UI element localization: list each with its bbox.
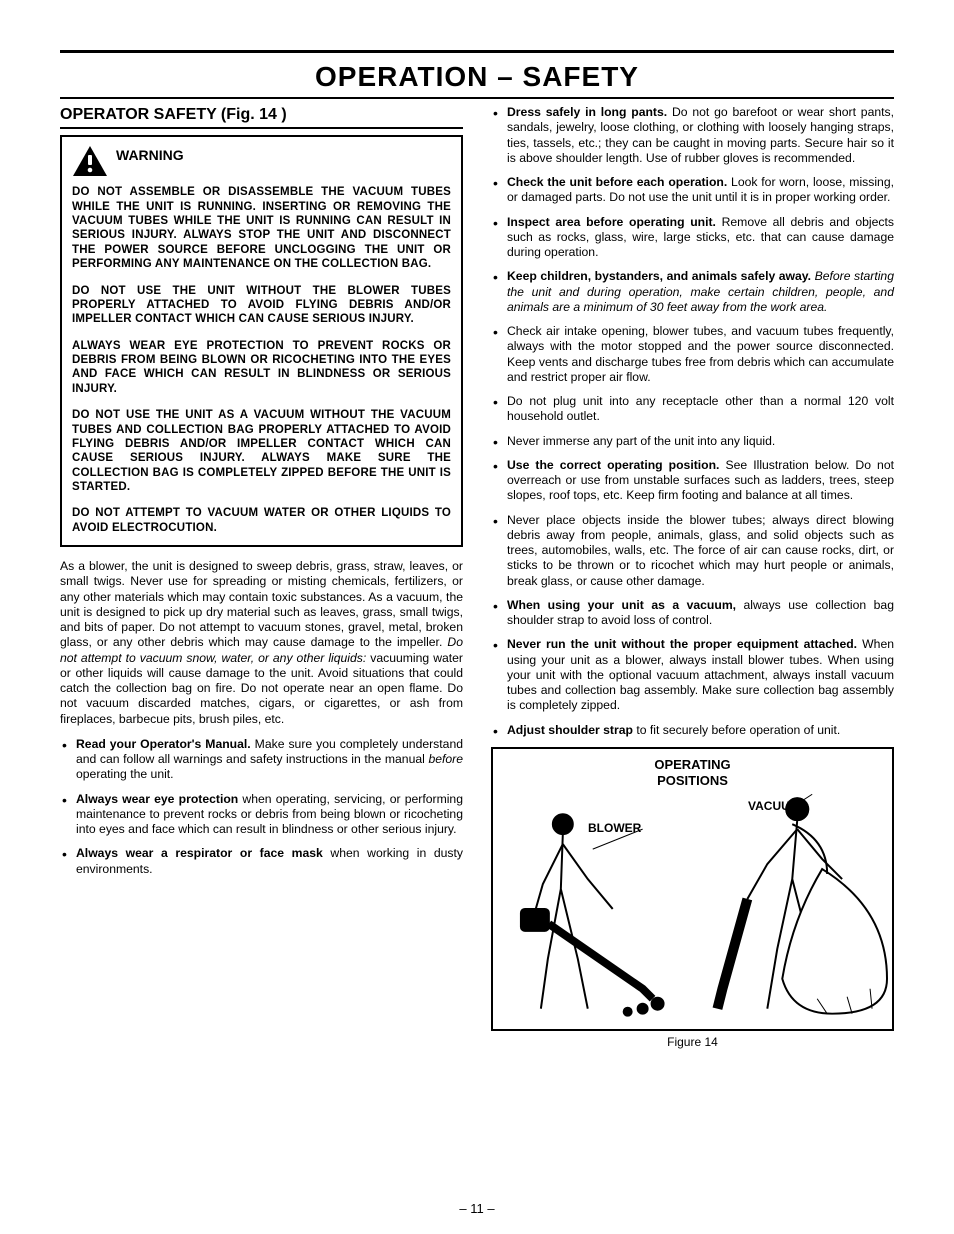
list-item: Check air intake opening, blower tubes, … <box>491 324 894 385</box>
page-number: – 11 – <box>0 1201 954 1216</box>
left-column: OPERATOR SAFETY (Fig. 14 ) WARNING DO NO… <box>60 105 463 1050</box>
right-bullet-list: Dress safely in long pants. Do not go ba… <box>491 105 894 738</box>
figure-box: OPERATING POSITIONS BLOWER VACUUM <box>491 747 894 1031</box>
list-item: Keep children, bystanders, and animals s… <box>491 269 894 315</box>
list-item: Always wear a respirator or face mask wh… <box>60 846 463 877</box>
two-column-layout: OPERATOR SAFETY (Fig. 14 ) WARNING DO NO… <box>60 105 894 1050</box>
top-rule <box>60 50 894 53</box>
figure-caption: Figure 14 <box>491 1035 894 1050</box>
list-item: Never place objects inside the blower tu… <box>491 513 894 589</box>
warning-para: DO NOT ATTEMPT TO VACUUM WATER OR OTHER … <box>72 506 451 535</box>
body-paragraph: As a blower, the unit is designed to swe… <box>60 559 463 727</box>
list-item: Dress safely in long pants. Do not go ba… <box>491 105 894 166</box>
list-item: Do not plug unit into any receptacle oth… <box>491 394 894 425</box>
warning-para: ALWAYS WEAR EYE PROTECTION TO PREVENT RO… <box>72 339 451 397</box>
list-item: Never immerse any part of the unit into … <box>491 434 894 449</box>
section-heading: OPERATOR SAFETY (Fig. 14 ) <box>60 105 463 129</box>
page-title: OPERATION – SAFETY <box>60 61 894 93</box>
list-item: Inspect area before operating unit. Remo… <box>491 215 894 261</box>
list-item: Check the unit before each operation. Lo… <box>491 175 894 206</box>
warning-para: DO NOT USE THE UNIT WITHOUT THE BLOWER T… <box>72 284 451 327</box>
list-item: Adjust shoulder strap to fit securely be… <box>491 723 894 738</box>
list-item: When using your unit as a vacuum, always… <box>491 598 894 629</box>
warning-triangle-icon <box>72 145 108 181</box>
figure-label-vacuum: VACUUM <box>748 799 800 814</box>
warning-para: DO NOT ASSEMBLE OR DISASSEMBLE THE VACUU… <box>72 185 451 271</box>
left-bullet-list: Read your Operator's Manual. Make sure y… <box>60 737 463 877</box>
list-item: Read your Operator's Manual. Make sure y… <box>60 737 463 783</box>
list-item: Use the correct operating position. See … <box>491 458 894 504</box>
warning-para: DO NOT USE THE UNIT AS A VACUUM WITHOUT … <box>72 408 451 494</box>
warning-header: WARNING <box>72 145 451 181</box>
list-item: Never run the unit without the proper eq… <box>491 637 894 713</box>
right-column: Dress safely in long pants. Do not go ba… <box>491 105 894 1050</box>
manual-page: OPERATION – SAFETY OPERATOR SAFETY (Fig.… <box>0 0 954 1234</box>
figure-label-blower: BLOWER <box>588 821 641 836</box>
figure-title: OPERATING POSITIONS <box>493 757 892 790</box>
warning-label: WARNING <box>116 147 184 165</box>
warning-box: WARNING DO NOT ASSEMBLE OR DISASSEMBLE T… <box>60 135 463 547</box>
list-item: Always wear eye protection when operatin… <box>60 792 463 838</box>
operating-positions-illustration <box>493 749 892 1029</box>
title-underline <box>60 97 894 99</box>
